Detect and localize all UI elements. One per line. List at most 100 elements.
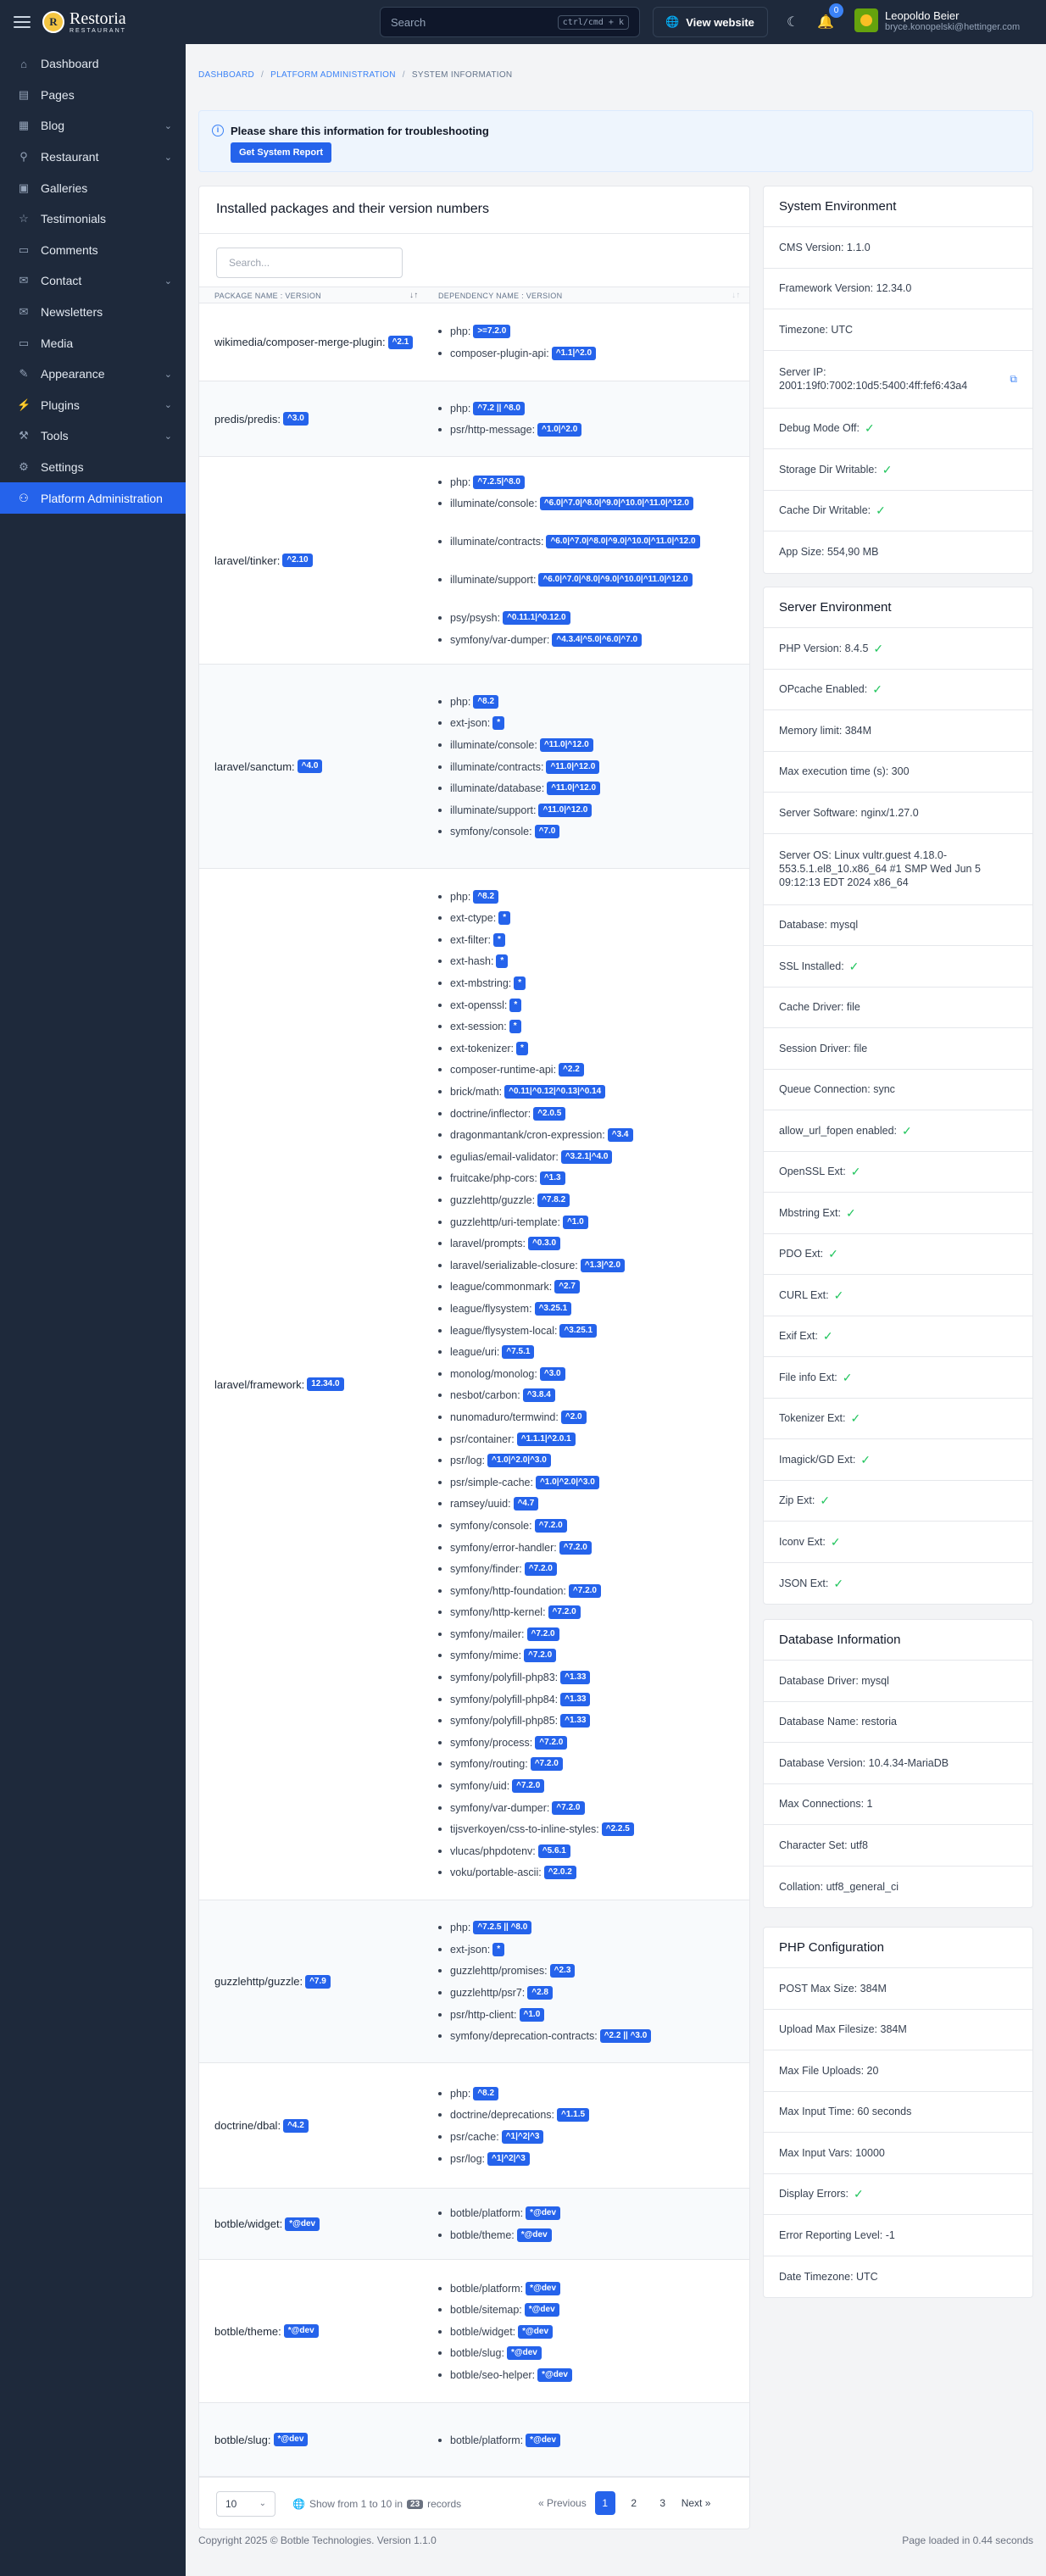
sidebar-item-label: Restaurant [41,150,99,164]
sidebar-item-testimonials[interactable]: ☆ Testimonials [0,203,186,235]
user-shield-icon: ⚇ [19,491,29,504]
sidebar-item-media[interactable]: ▭ Media [0,327,186,359]
view-website-button[interactable]: 🌐 View website [653,7,768,37]
info-row: Server OS: Linux vultr.guest 4.18.0-553.… [764,834,1032,905]
info-row-text: Collation: utf8_general_ci [779,1880,899,1893]
dependency-version-badge: ^7.2.0 [534,1518,567,1533]
dependency-version-badge: ^3.4 [607,1128,633,1143]
packages-search-input[interactable]: Search... [216,248,403,278]
dependency-name: ext-filter: [450,933,491,946]
search-placeholder: Search [391,15,426,29]
column-dependency-name[interactable]: DEPENDENCY NAME : VERSION [438,292,563,300]
dependency-version-badge: ^1.1|^2.0 [551,346,597,360]
dependency-item: voku/portable-ascii: ^2.0.2 [438,1865,735,1887]
pagination: « Previous 1 2 3 Next » [538,2491,710,2515]
previous-page-button[interactable]: « Previous [538,2497,587,2509]
page-size-select[interactable]: 10 ⌄ [216,2491,275,2517]
package-version-badge: ^4.0 [297,759,323,773]
search-input[interactable]: Search ctrl/cmd + k [380,7,640,37]
dependency-item: illuminate/contracts: ^6.0|^7.0|^8.0|^9.0… [438,534,735,572]
breadcrumb-platform-administration[interactable]: PLATFORM ADMINISTRATION [270,70,396,80]
breadcrumb-dashboard[interactable]: DASHBOARD [198,70,255,80]
info-row: OpenSSL Ext: ✓ [764,1152,1032,1193]
dependency-name: dragonmantank/cron-expression: [450,1129,605,1142]
column-package-name[interactable]: PACKAGE NAME : VERSION [214,292,321,300]
card-title: System Environment [764,186,1032,227]
info-row-text: Server IP: 2001:19f0:7002:10d5:5400:4ff:… [779,366,968,392]
sidebar-item-restaurant[interactable]: ⚲ Restaurant ⌄ [0,142,186,173]
dependency-name: php: [450,1922,471,1934]
logo-mark-icon: R [42,11,64,33]
sidebar-item-settings[interactable]: ⚙ Settings [0,452,186,483]
dependency-item: psr/log: ^1|^2|^3 [438,2151,735,2173]
dependency-version-badge: ^7.2.5|^8.0 [473,475,525,489]
sidebar-item-appearance[interactable]: ✎ Appearance ⌄ [0,359,186,390]
sidebar-item-galleries[interactable]: ▣ Galleries [0,172,186,203]
dependency-version-badge: ^7.2.0 [530,1757,563,1772]
info-row-text: Storage Dir Writable: [779,463,877,476]
card-title: Database Information [764,1620,1032,1661]
user-menu[interactable]: Leopoldo Beier bryce.konopelski@hettinge… [854,8,1020,32]
check-icon: ✓ [820,1494,831,1508]
sort-arrows-icon[interactable]: ↓↑ [409,291,419,300]
page-1-button[interactable]: 1 [594,2491,615,2515]
dependency-item: symfony/polyfill-php83: ^1.33 [438,1670,735,1692]
sidebar-item-newsletters[interactable]: ✉ Newsletters [0,297,186,328]
table-row: predis/predis: ^3.0 php: ^7.2 || ^8.0 psr/ht… [199,381,749,457]
package-cell: botble/theme: *@dev [214,2324,426,2338]
dependency-name: ext-ctype: [450,912,497,925]
info-row-text: POST Max Size: 384M [779,1982,887,1995]
info-row: Database: mysql [764,905,1032,946]
copy-icon[interactable]: ⧉ [1010,373,1017,385]
dependency-name: symfony/var-dumper: [450,1801,550,1814]
dependency-version-badge: ^6.0|^7.0|^8.0|^9.0|^10.0|^11.0|^12.0 [539,497,693,511]
dependency-version-badge: *@dev [506,2346,542,2361]
dependency-version-badge: ^8.2 [473,694,499,709]
sidebar-item-comments[interactable]: ▭ Comments [0,235,186,266]
dependency-name: doctrine/deprecations: [450,2109,554,2122]
sidebar-item-pages[interactable]: ▤ Pages [0,80,186,111]
sidebar-item-blog[interactable]: ▦ Blog ⌄ [0,110,186,142]
package-name: guzzlehttp/guzzle: [214,1975,303,1988]
main-content: DASHBOARD / PLATFORM ADMINISTRATION / SY… [186,44,1046,2576]
page-2-button[interactable]: 2 [631,2497,637,2509]
moon-icon[interactable]: ☾ [787,15,799,30]
bell-icon[interactable]: 🔔 [817,15,834,30]
package-version-badge: *@dev [273,2433,309,2446]
info-row: SSL Installed: ✓ [764,946,1032,988]
sort-arrows-icon[interactable]: ↓↑ [732,291,741,300]
dependency-version-badge: ^1.33 [560,1671,591,1685]
dependency-name: laravel/prompts: [450,1238,526,1250]
next-page-button[interactable]: Next » [681,2497,711,2509]
dependency-item: illuminate/contracts: ^11.0|^12.0 [438,759,735,782]
sidebar-item-contact[interactable]: ✉ Contact ⌄ [0,265,186,297]
info-row-text: Error Reporting Level: -1 [779,2228,895,2241]
info-row: Database Name: restoria [764,1702,1032,1743]
sidebar-item-tools[interactable]: ⚒ Tools ⌄ [0,420,186,452]
package-version-badge: *@dev [283,2324,319,2338]
info-row: PDO Ext: ✓ [764,1234,1032,1275]
table-row: laravel/tinker: ^2.10 php: ^7.2.5|^8.0 illum… [199,457,749,665]
dependency-item: symfony/deprecation-contracts: ^2.2 || ^3… [438,2028,735,2050]
page-3-button[interactable]: 3 [659,2497,666,2509]
info-row-text: Exif Ext: [779,1330,818,1343]
info-row-text: Debug Mode Off: [779,422,860,435]
sidebar-item-label: Pages [41,87,75,102]
check-icon: ✓ [872,682,882,697]
dependency-name: symfony/console: [450,826,532,838]
dependency-item: league/flysystem-local: ^3.25.1 [438,1323,735,1345]
info-row: CMS Version: 1.1.0 [764,227,1032,269]
info-row: App Size: 554,90 MB [764,531,1032,573]
logo[interactable]: R Restoria RESTAURANT [42,10,126,34]
dependency-version-badge: ^11.0|^12.0 [538,803,593,817]
sidebar-item-plugins[interactable]: ⚡ Plugins ⌄ [0,390,186,421]
sidebar-item-dashboard[interactable]: ⌂ Dashboard [0,48,186,80]
dependency-name: psr/log: [450,1455,485,1467]
sidebar-item-platform-administration[interactable]: ⚇ Platform Administration [0,482,186,514]
dependency-name: guzzlehttp/guzzle: [450,1194,536,1206]
info-row-text: Cache Dir Writable: [779,504,871,517]
menu-toggle-icon[interactable] [14,16,31,28]
info-row-text: allow_url_fopen enabled: [779,1124,897,1137]
dependency-version-badge: ^7.2 || ^8.0 [473,401,525,415]
get-system-report-button[interactable]: Get System Report [231,142,332,163]
